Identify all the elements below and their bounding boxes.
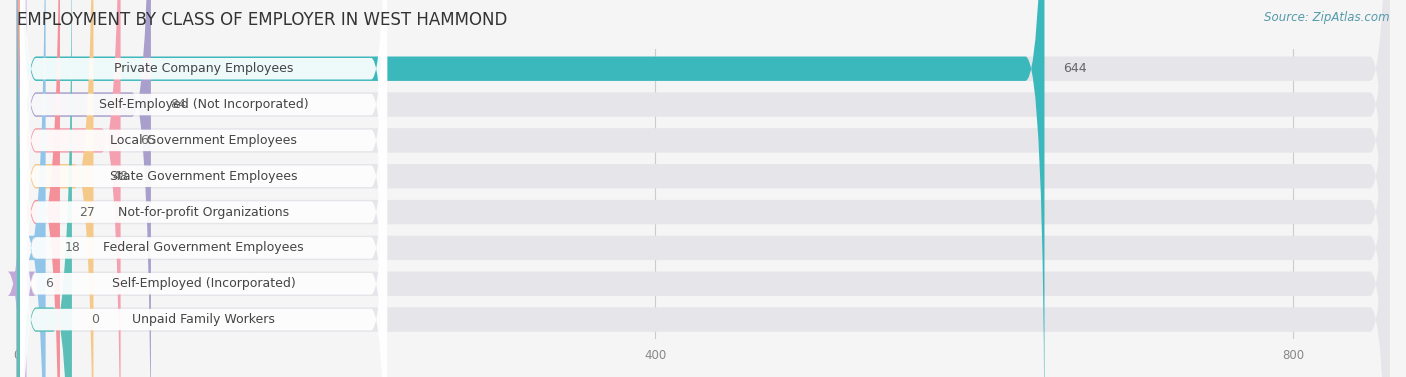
FancyBboxPatch shape — [17, 0, 121, 377]
Text: 0: 0 — [91, 313, 98, 326]
Text: Source: ZipAtlas.com: Source: ZipAtlas.com — [1264, 11, 1389, 24]
FancyBboxPatch shape — [20, 0, 387, 377]
Text: 644: 644 — [1063, 62, 1087, 75]
FancyBboxPatch shape — [17, 0, 1045, 377]
Text: 65: 65 — [139, 134, 156, 147]
FancyBboxPatch shape — [17, 0, 1389, 377]
FancyBboxPatch shape — [7, 0, 37, 377]
Text: Unpaid Family Workers: Unpaid Family Workers — [132, 313, 276, 326]
Text: Not-for-profit Organizations: Not-for-profit Organizations — [118, 205, 290, 219]
FancyBboxPatch shape — [17, 0, 45, 377]
FancyBboxPatch shape — [17, 0, 1389, 377]
FancyBboxPatch shape — [20, 0, 387, 377]
Text: Self-Employed (Incorporated): Self-Employed (Incorporated) — [111, 277, 295, 290]
Text: 6: 6 — [45, 277, 53, 290]
Text: State Government Employees: State Government Employees — [110, 170, 297, 183]
FancyBboxPatch shape — [17, 0, 150, 377]
FancyBboxPatch shape — [17, 0, 1389, 377]
Text: EMPLOYMENT BY CLASS OF EMPLOYER IN WEST HAMMOND: EMPLOYMENT BY CLASS OF EMPLOYER IN WEST … — [17, 11, 508, 29]
Text: 18: 18 — [65, 241, 80, 254]
FancyBboxPatch shape — [20, 0, 387, 377]
FancyBboxPatch shape — [20, 0, 387, 377]
FancyBboxPatch shape — [17, 0, 72, 377]
FancyBboxPatch shape — [17, 0, 1389, 377]
Text: 84: 84 — [170, 98, 186, 111]
FancyBboxPatch shape — [20, 0, 387, 377]
FancyBboxPatch shape — [20, 0, 387, 377]
Text: 27: 27 — [79, 205, 96, 219]
FancyBboxPatch shape — [17, 0, 60, 377]
Text: Self-Employed (Not Incorporated): Self-Employed (Not Incorporated) — [98, 98, 308, 111]
FancyBboxPatch shape — [17, 0, 93, 377]
FancyBboxPatch shape — [17, 0, 1389, 377]
Text: Federal Government Employees: Federal Government Employees — [103, 241, 304, 254]
FancyBboxPatch shape — [20, 0, 387, 377]
Text: 48: 48 — [112, 170, 128, 183]
FancyBboxPatch shape — [17, 0, 1389, 377]
Text: Private Company Employees: Private Company Employees — [114, 62, 294, 75]
FancyBboxPatch shape — [17, 0, 1389, 377]
FancyBboxPatch shape — [20, 0, 387, 377]
Text: Local Government Employees: Local Government Employees — [110, 134, 297, 147]
FancyBboxPatch shape — [17, 0, 1389, 377]
